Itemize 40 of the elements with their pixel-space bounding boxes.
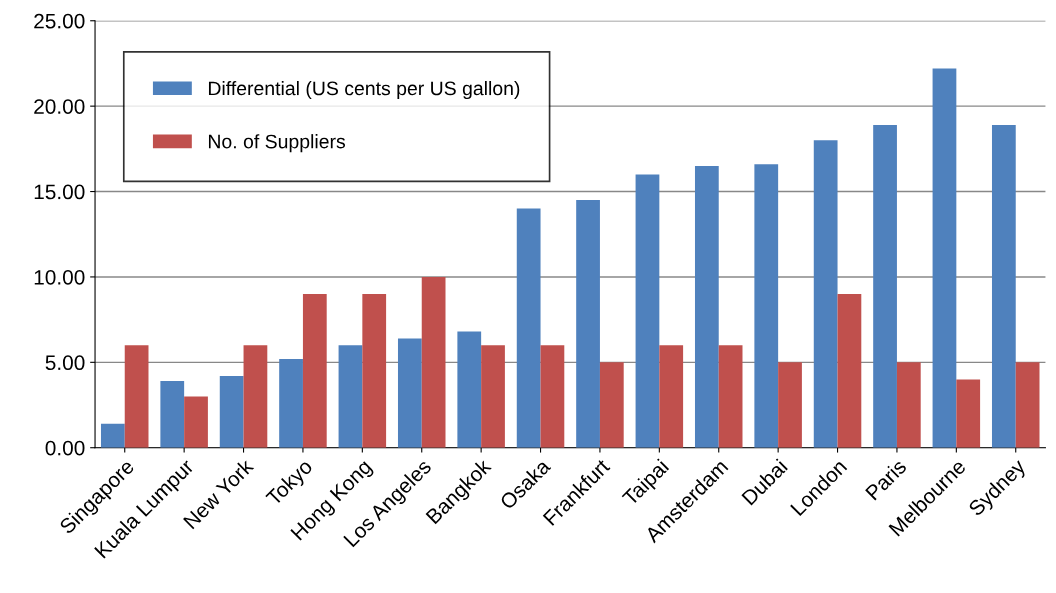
y-tick-label: 5.00 [45, 355, 85, 371]
bar [1015, 362, 1040, 448]
bar [457, 331, 482, 448]
bar [481, 345, 505, 448]
bar [184, 396, 208, 448]
legend-label: Differential (US cents per US gallon) [208, 80, 520, 100]
bar [635, 174, 660, 448]
y-tick-label: 10.00 [34, 269, 85, 285]
bar [516, 208, 541, 448]
bar [124, 345, 149, 448]
bar [540, 345, 565, 448]
bar [100, 423, 125, 448]
bar [837, 294, 862, 448]
bar [659, 345, 684, 448]
bar [219, 375, 244, 448]
y-tick-label: 0.00 [45, 440, 85, 456]
bar [397, 338, 422, 448]
bar [754, 164, 779, 448]
bar [160, 381, 185, 448]
bar [991, 124, 1016, 448]
bar [421, 276, 446, 448]
bar [778, 362, 802, 448]
bar [302, 294, 327, 448]
bar [599, 362, 624, 448]
bar [243, 345, 268, 448]
bar [576, 200, 600, 448]
bar [956, 379, 981, 448]
bar [362, 294, 387, 448]
y-tick-label: 25.00 [34, 13, 85, 29]
bar [279, 358, 303, 448]
bar [873, 124, 897, 448]
y-tick-label: 20.00 [34, 99, 85, 114]
bar [896, 362, 921, 448]
bar [932, 68, 957, 448]
bar [718, 345, 743, 448]
bar [813, 140, 838, 448]
y-tick-label: 15.00 [34, 184, 85, 200]
bar [694, 165, 719, 448]
bar [338, 345, 363, 448]
legend-label: No. of Suppliers [208, 134, 346, 153]
